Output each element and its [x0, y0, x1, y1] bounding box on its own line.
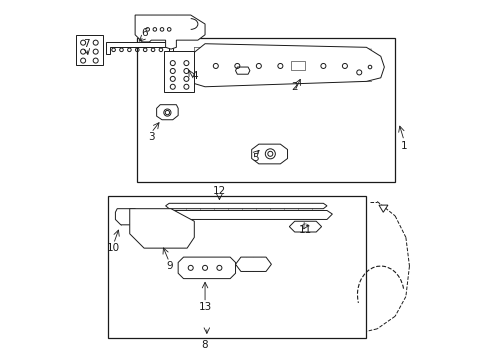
Text: 13: 13 [198, 302, 211, 312]
Text: 9: 9 [165, 261, 172, 271]
Polygon shape [178, 257, 235, 279]
Polygon shape [135, 15, 204, 49]
Polygon shape [165, 203, 326, 209]
Polygon shape [147, 211, 332, 220]
Text: 2: 2 [291, 82, 297, 92]
Polygon shape [183, 44, 384, 87]
Bar [137, 39, 394, 182]
Text: 3: 3 [148, 132, 154, 142]
Text: 11: 11 [298, 225, 311, 235]
Polygon shape [251, 144, 287, 164]
Bar [76, 35, 102, 65]
Text: 4: 4 [191, 71, 197, 81]
Text: 12: 12 [212, 186, 225, 196]
Bar [290, 61, 305, 70]
Bar [108, 196, 366, 338]
Text: 5: 5 [251, 153, 258, 163]
Polygon shape [115, 209, 137, 225]
Text: 8: 8 [202, 340, 208, 350]
Polygon shape [235, 67, 249, 74]
Polygon shape [129, 209, 194, 248]
Polygon shape [378, 205, 387, 212]
Bar [163, 51, 194, 92]
Text: 10: 10 [107, 243, 120, 253]
Polygon shape [289, 221, 321, 232]
Polygon shape [235, 257, 271, 271]
Polygon shape [106, 42, 172, 54]
Text: 1: 1 [400, 141, 407, 151]
Polygon shape [156, 105, 178, 120]
Text: 7: 7 [83, 39, 90, 49]
Text: 6: 6 [141, 28, 147, 38]
